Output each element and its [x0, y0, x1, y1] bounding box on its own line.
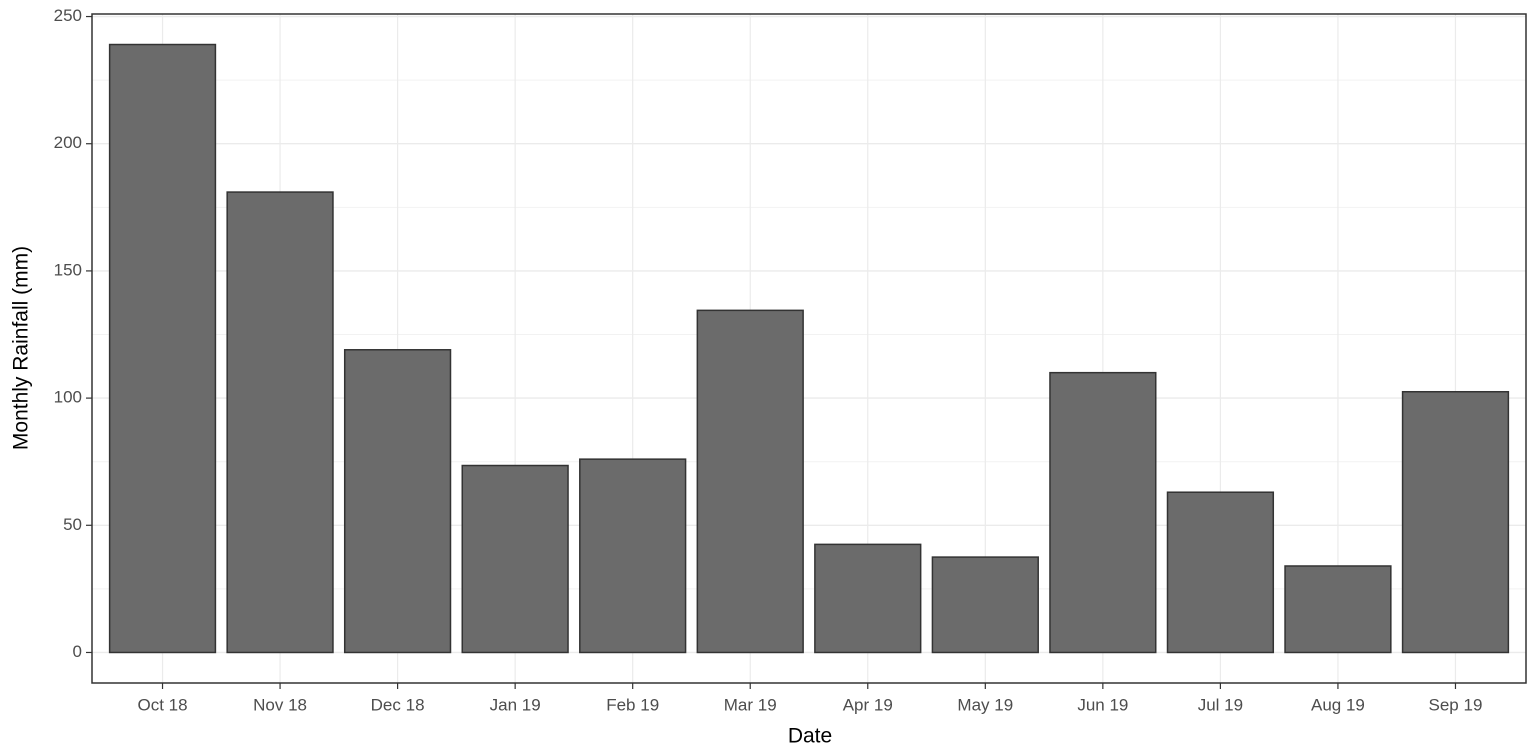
bar: [1166, 491, 1275, 654]
panel-border: [91, 13, 1527, 684]
x-tick-label: Jan 19: [490, 695, 541, 714]
y-tick-label: 200: [54, 133, 82, 152]
y-axis-title: Monthly Rainfall (mm): [10, 246, 33, 450]
bar: [343, 349, 452, 654]
x-tick-label: Oct 18: [137, 695, 187, 714]
bar: [226, 191, 334, 654]
x-tick-label: Sep 19: [1429, 695, 1483, 714]
x-tick-label: Mar 19: [724, 695, 777, 714]
y-tick-label: 50: [63, 515, 82, 534]
y-tick-label: 100: [54, 388, 82, 407]
x-tick-label: May 19: [957, 695, 1013, 714]
y-tick-label: 0: [73, 642, 82, 661]
bar: [1401, 390, 1510, 654]
y-tick-label: 250: [54, 6, 82, 25]
bar: [814, 543, 922, 654]
bar: [579, 458, 687, 654]
x-axis-title: Date: [788, 725, 832, 748]
bar: [461, 464, 569, 654]
x-tick-label: Feb 19: [606, 695, 659, 714]
y-tick-label: 150: [54, 260, 82, 279]
x-tick-label: Dec 18: [371, 695, 425, 714]
x-tick-label: Aug 19: [1311, 695, 1365, 714]
bar: [1284, 565, 1392, 654]
x-tick-label: Apr 19: [843, 695, 893, 714]
x-tick-label: Nov 18: [253, 695, 307, 714]
x-tick-label: Jul 19: [1198, 695, 1243, 714]
bar: [696, 309, 804, 654]
x-tick-label: Jun 19: [1077, 695, 1128, 714]
bar: [931, 556, 1039, 654]
bar: [1049, 371, 1157, 654]
bar: [108, 43, 217, 654]
